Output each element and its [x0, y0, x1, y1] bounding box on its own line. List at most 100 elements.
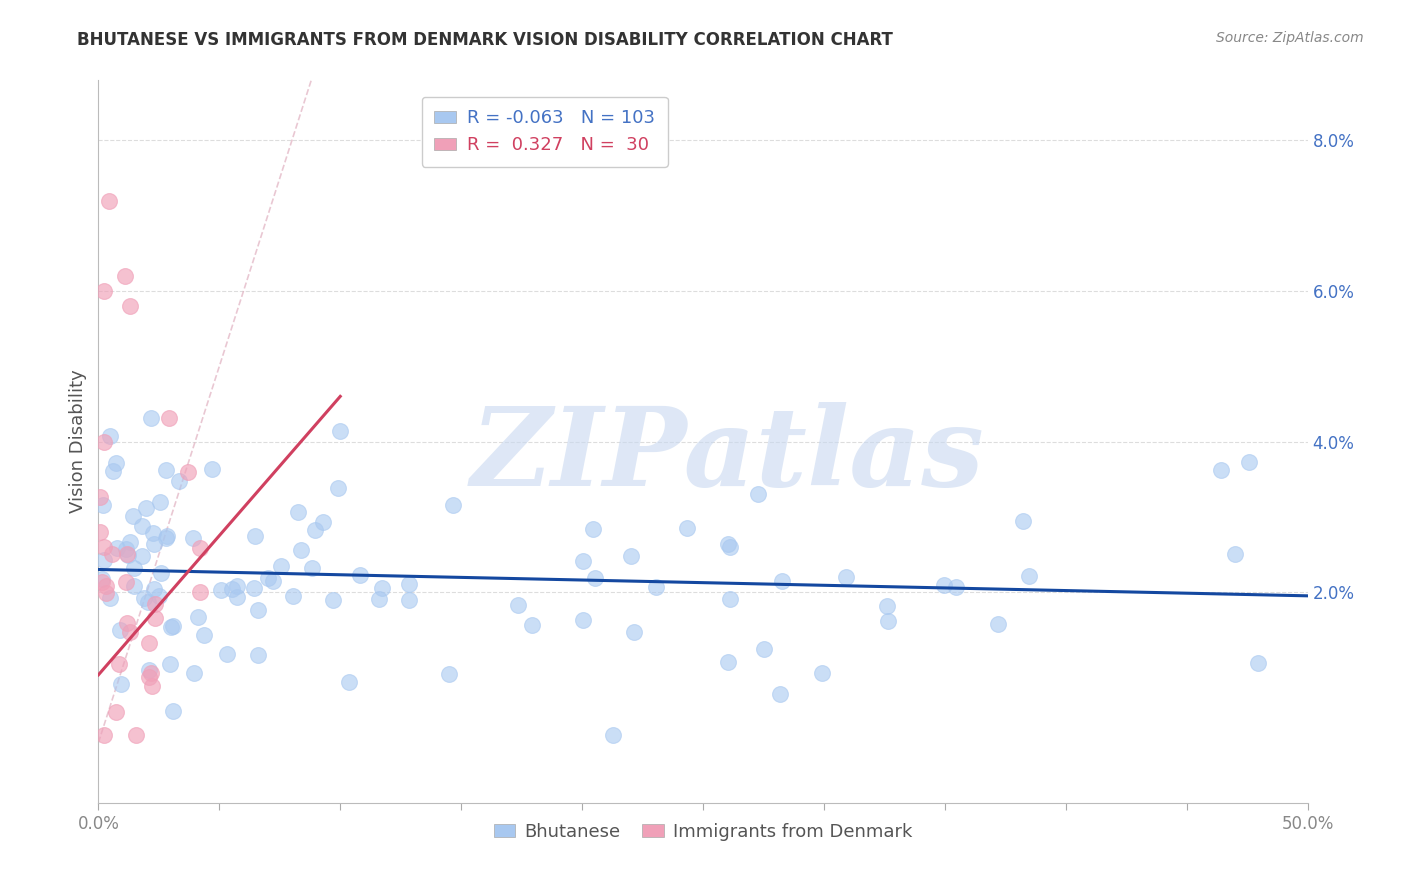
Point [148, 589, 170, 603]
Point [301, 560, 323, 574]
Point [1247, 656, 1270, 670]
Point [142, 526, 165, 541]
Point [583, 570, 606, 584]
Point [132, 591, 155, 605]
Point [246, 648, 269, 663]
Point [108, 623, 131, 637]
Point [876, 599, 898, 613]
Point [118, 535, 141, 549]
Point [115, 542, 138, 557]
Point [131, 519, 153, 533]
Point [582, 523, 605, 537]
Y-axis label: Vision Disability: Vision Disability [69, 369, 87, 514]
Point [149, 494, 172, 508]
Point [717, 656, 740, 670]
Point [89, 490, 111, 504]
Point [125, 728, 148, 742]
Point [221, 582, 243, 596]
Point [181, 531, 204, 545]
Point [107, 541, 129, 555]
Point [162, 705, 184, 719]
Point [139, 665, 162, 680]
Point [98, 591, 121, 605]
Point [91, 498, 114, 512]
Point [398, 593, 420, 607]
Point [246, 603, 269, 617]
Point [256, 571, 278, 585]
Point [312, 516, 335, 530]
Point [139, 410, 162, 425]
Point [1223, 547, 1246, 561]
Point [718, 591, 741, 606]
Point [156, 528, 179, 542]
Point [93, 552, 115, 566]
Point [94, 586, 117, 600]
Text: ZIPatlas: ZIPatlas [470, 402, 984, 509]
Point [138, 595, 160, 609]
Point [93, 728, 115, 742]
Point [349, 567, 371, 582]
Point [619, 549, 641, 563]
Point [105, 705, 128, 719]
Point [97, 194, 120, 208]
Point [94, 579, 117, 593]
Point [98, 428, 121, 442]
Legend: Bhutanese, Immigrants from Denmark: Bhutanese, Immigrants from Denmark [486, 815, 920, 848]
Point [281, 589, 304, 603]
Point [187, 609, 209, 624]
Point [89, 524, 111, 539]
Point [209, 582, 232, 597]
Point [93, 434, 115, 449]
Point [107, 657, 129, 672]
Point [717, 537, 740, 551]
Point [368, 592, 391, 607]
Point [142, 582, 165, 596]
Point [572, 554, 595, 568]
Point [131, 549, 153, 563]
Point [328, 481, 350, 495]
Point [177, 465, 200, 479]
Text: BHUTANESE VS IMMIGRANTS FROM DENMARK VISION DISABILITY CORRELATION CHART: BHUTANESE VS IMMIGRANTS FROM DENMARK VIS… [77, 31, 893, 49]
Point [769, 687, 792, 701]
Point [243, 529, 266, 543]
Point [262, 574, 284, 588]
Point [623, 625, 645, 640]
Point [135, 501, 157, 516]
Point [118, 299, 141, 313]
Point [932, 577, 955, 591]
Point [225, 590, 247, 604]
Point [122, 579, 145, 593]
Point [645, 580, 668, 594]
Point [754, 641, 776, 656]
Point [193, 628, 215, 642]
Point [834, 570, 856, 584]
Point [159, 657, 181, 672]
Point [322, 593, 344, 607]
Point [201, 462, 224, 476]
Point [398, 577, 420, 591]
Point [138, 663, 160, 677]
Point [110, 677, 132, 691]
Point [602, 728, 624, 742]
Point [117, 547, 139, 561]
Point [115, 574, 138, 589]
Point [93, 541, 115, 555]
Point [770, 574, 793, 588]
Point [270, 559, 292, 574]
Point [243, 581, 266, 595]
Point [143, 537, 166, 551]
Point [1209, 463, 1232, 477]
Point [183, 665, 205, 680]
Point [225, 579, 247, 593]
Point [155, 463, 177, 477]
Point [155, 531, 177, 545]
Point [987, 617, 1010, 632]
Point [167, 474, 190, 488]
Point [337, 675, 360, 690]
Point [122, 561, 145, 575]
Point [138, 636, 160, 650]
Point [676, 520, 699, 534]
Point [149, 566, 172, 580]
Point [157, 411, 180, 425]
Point [145, 611, 167, 625]
